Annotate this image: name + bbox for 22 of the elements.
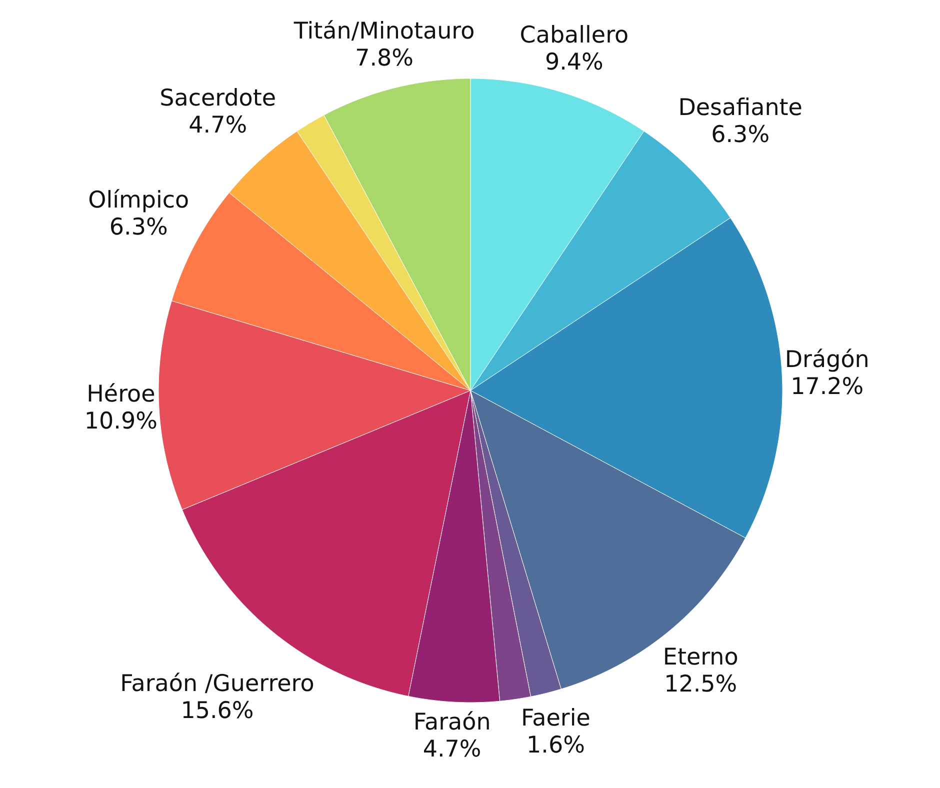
- slice-label: Desafiante: [678, 95, 802, 122]
- data-label: 15.6%: [180, 698, 254, 724]
- data-label: 12.5%: [664, 672, 738, 698]
- data-label: 4.7%: [188, 112, 248, 139]
- slice-label: Faraón: [413, 710, 491, 736]
- data-label: 1.6%: [526, 732, 585, 759]
- data-label: 9.4%: [544, 49, 604, 76]
- slice-label: Olímpico: [88, 187, 190, 214]
- data-label: 17.2%: [790, 374, 864, 400]
- slice-label: Faerie: [521, 706, 590, 732]
- slice-label: Héroe: [86, 382, 156, 408]
- data-label: 4.7%: [422, 736, 482, 763]
- data-label: 6.3%: [109, 214, 168, 240]
- slice-label: Titán/Minotauro: [292, 18, 475, 45]
- slice-label: Sacerdote: [160, 86, 276, 112]
- data-label: 7.8%: [355, 46, 414, 72]
- slice-label: Faraón /Guerrero: [120, 671, 314, 698]
- slice-label: Caballero: [520, 22, 629, 48]
- data-label: 10.9%: [84, 408, 158, 435]
- slice-label: Eterno: [662, 644, 738, 671]
- slice-label: Drágón: [784, 347, 870, 374]
- data-label: 6.3%: [711, 122, 770, 148]
